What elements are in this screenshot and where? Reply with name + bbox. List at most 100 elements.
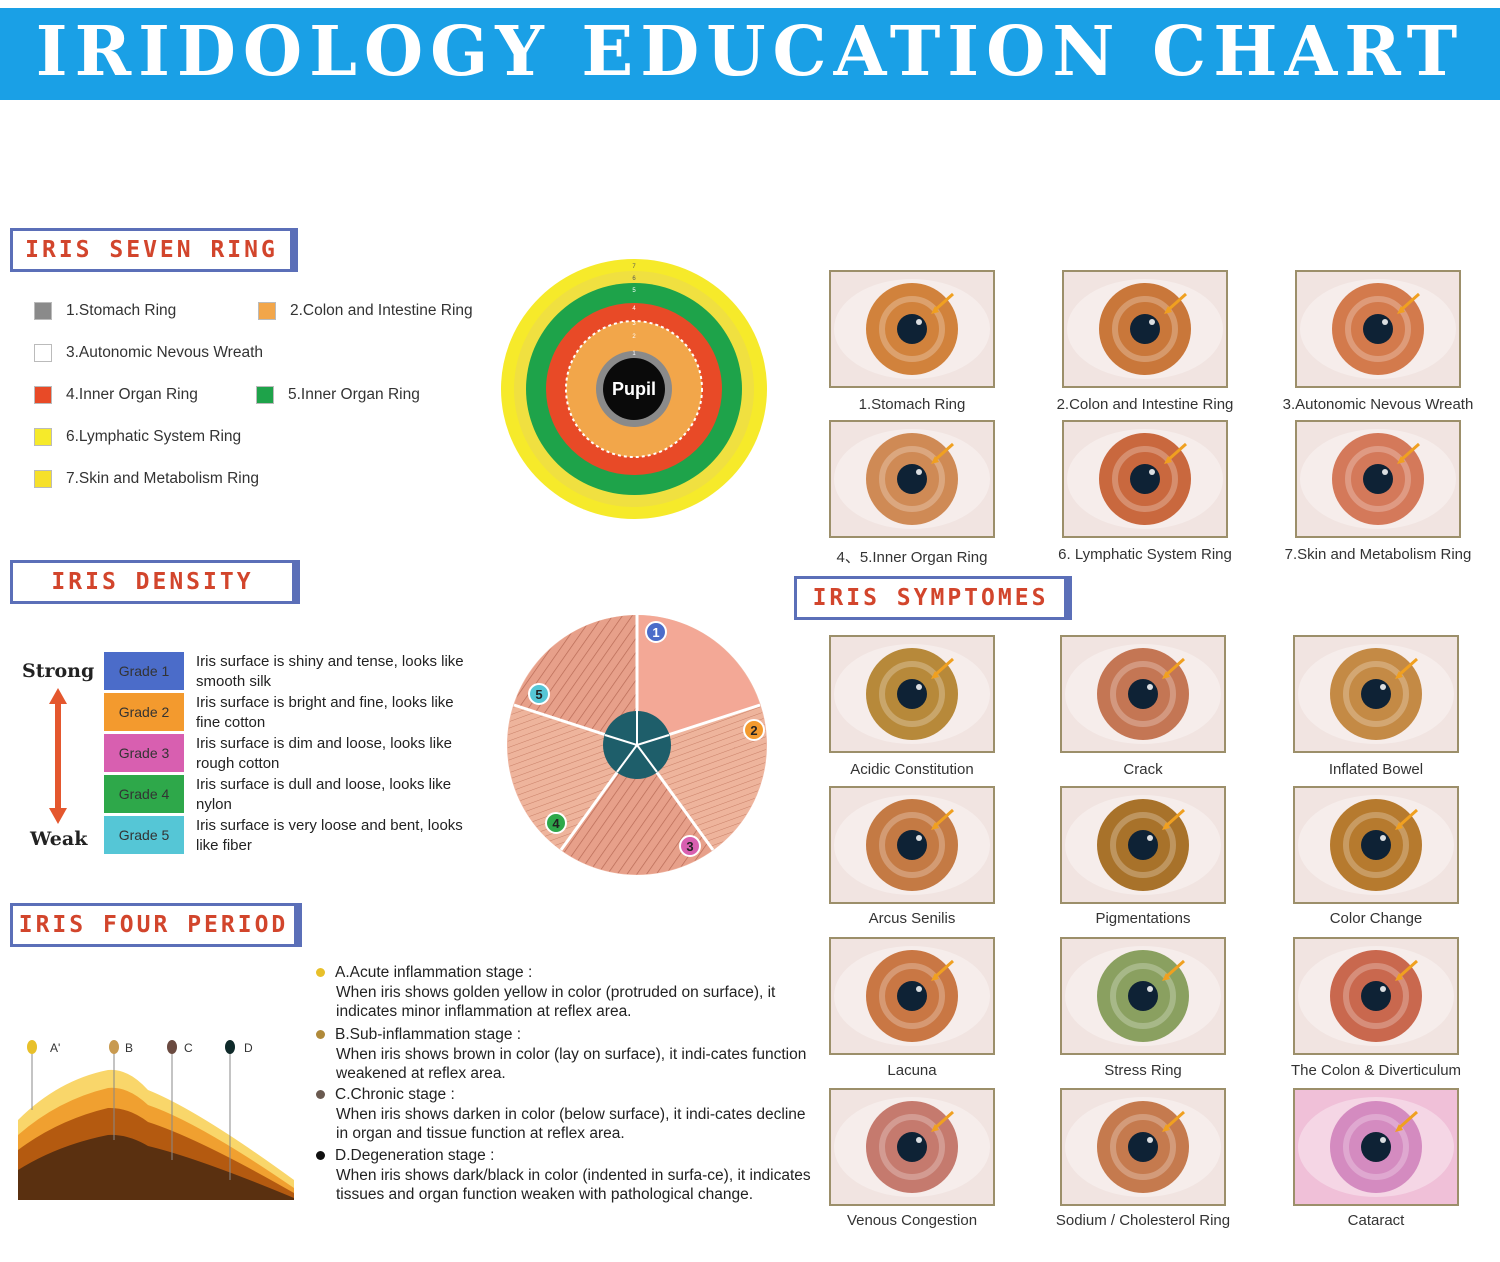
seven-ring-diagram: Pupil 7 6 5 4 3 2 1: [501, 259, 767, 519]
wheel-badge-2: [743, 719, 765, 741]
ring-photo-caption: 3.Autonomic Nevous Wreath: [1282, 396, 1474, 413]
wheel-number-4: 4: [552, 816, 560, 831]
ring-photo-caption: 6. Lymphatic System Ring: [1058, 546, 1232, 563]
legend-swatch: [34, 386, 52, 404]
wheel-sector-5: [514, 615, 637, 745]
period-stage: C.Chronic stage : When iris shows darken …: [316, 1085, 816, 1144]
symptom-caption: Lacuna: [887, 1062, 937, 1079]
ring-photo-caption: 2.Colon and Intestine Ring: [1056, 396, 1234, 413]
stage-description: When iris shows golden yellow in color (…: [336, 983, 776, 1021]
ring-photo: [829, 420, 995, 538]
pupil: [603, 358, 665, 420]
legend-swatch: [34, 344, 52, 362]
four-period-chart: A' B C D: [18, 1040, 294, 1200]
ring-number-4: 4: [632, 306, 636, 312]
symptoms-heading: IRIS SYMPTOMES: [794, 576, 1072, 620]
ring-number-3: 3: [632, 321, 636, 327]
symptom-caption: The Colon & Diverticulum: [1290, 1062, 1462, 1079]
stage-bullet-icon: [316, 1090, 325, 1100]
legend-label: 6.Lymphatic System Ring: [66, 428, 242, 445]
symptom-caption: Cataract: [1347, 1212, 1405, 1229]
grade-badge: Grade 3: [104, 734, 184, 772]
period-layer-d: [18, 1134, 294, 1200]
ring-photo: [1062, 270, 1228, 388]
stage-bullet-icon: [316, 968, 325, 978]
period-dot-d: [225, 1040, 235, 1054]
ring-photo: [1295, 420, 1461, 538]
legend-label: 1.Stomach Ring: [66, 302, 177, 319]
ring-photo-caption: 4、5.Inner Organ Ring: [836, 549, 988, 566]
seven-ring-heading: IRIS SEVEN RING: [10, 228, 298, 272]
title-banner: IRIDOLOGY EDUCATION CHART: [0, 8, 1500, 100]
page-title: IRIDOLOGY EDUCATION CHART: [35, 12, 1465, 92]
symptom-caption: Acidic Constitution: [850, 761, 974, 778]
ring-photo-caption: 7.Skin and Metabolism Ring: [1284, 546, 1472, 563]
legend-item-skin-ring: 7.Skin and Metabolism Ring: [34, 470, 259, 488]
ring-number-2: 2: [632, 334, 636, 340]
wheel-number-2: 2: [750, 723, 757, 738]
ring-photo: [1062, 420, 1228, 538]
legend-item-autonomic-wreath: 3.Autonomic Nevous Wreath: [34, 344, 263, 362]
grade-badge: Grade 5: [104, 816, 184, 854]
symptom-photo: [829, 937, 995, 1055]
symptom-caption: Inflated Bowel: [1328, 761, 1424, 778]
strong-label: Strong: [22, 660, 95, 682]
legend-swatch: [256, 386, 274, 404]
symptom-photo: [829, 635, 995, 753]
density-heading: IRIS DENSITY: [10, 560, 300, 604]
symptoms-heading-text: IRIS SYMPTOMES: [812, 585, 1049, 611]
legend-swatch: [34, 470, 52, 488]
wheel-number-5: 5: [535, 687, 542, 702]
legend-item-stomach-ring: 1.Stomach Ring: [34, 302, 176, 320]
symptom-caption: Color Change: [1329, 910, 1423, 927]
wheel-number-1: 1: [652, 625, 659, 640]
legend-swatch: [34, 428, 52, 446]
stage-title: D.Degeneration stage :: [335, 1147, 495, 1164]
legend-item-lymphatic-ring: 6.Lymphatic System Ring: [34, 428, 241, 446]
grade-badge: Grade 4: [104, 775, 184, 813]
symptom-photo: [1060, 635, 1226, 753]
wheel-number-3: 3: [686, 839, 693, 854]
symptom-photo: [1293, 786, 1459, 904]
period-stage: D.Degeneration stage : When iris shows da…: [316, 1146, 816, 1205]
density-heading-text: IRIS DENSITY: [51, 569, 254, 595]
period-stage: A.Acute inflammation stage : When iris sh…: [316, 963, 816, 1022]
period-label-a: A': [50, 1041, 60, 1055]
legend-label: 5.Inner Organ Ring: [288, 386, 420, 403]
legend-item-inner-organ-ring-5: 5.Inner Organ Ring: [256, 386, 420, 404]
symptom-photo: [829, 786, 995, 904]
wheel-sector-1: [637, 615, 760, 745]
grade-description: Iris surface is very loose and bent, loo…: [196, 817, 463, 854]
stage-bullet-icon: [316, 1030, 325, 1040]
wheel-badge-5: [528, 683, 550, 705]
period-dot-c: [167, 1040, 177, 1054]
symptom-caption: Sodium / Cholesterol Ring: [1055, 1212, 1231, 1229]
stage-description: When iris shows dark/black in color (ind…: [336, 1166, 811, 1204]
period-stage: B.Sub-inflammation stage : When iris show…: [316, 1025, 816, 1084]
symptom-photo: [1293, 937, 1459, 1055]
stage-title: B.Sub-inflammation stage :: [335, 1026, 522, 1043]
stage-title: A.Acute inflammation stage :: [335, 964, 533, 981]
ring-photo: [1295, 270, 1461, 388]
symptom-caption: Stress Ring: [1104, 1062, 1182, 1079]
wheel-badge-3: [679, 835, 701, 857]
symptom-caption: Venous Congestion: [846, 1212, 978, 1229]
symptom-photo: [1293, 1088, 1459, 1206]
legend-item-colon-ring: 2.Colon and Intestine Ring: [258, 302, 473, 320]
wheel-badge-1: [645, 621, 667, 643]
legend-item-inner-organ-ring-4: 4.Inner Organ Ring: [34, 386, 198, 404]
symptom-caption: Crack: [1123, 761, 1163, 778]
four-period-heading: IRIS FOUR PERIOD: [10, 903, 302, 947]
stage-title: C.Chronic stage :: [335, 1086, 455, 1103]
ring-number-1: 1: [632, 351, 636, 357]
grade-description: Iris surface is shiny and tense, looks l…: [196, 653, 464, 690]
period-dot-a: [27, 1040, 37, 1054]
four-period-heading-text: IRIS FOUR PERIOD: [18, 912, 289, 938]
stage-description: When iris shows darken in color (below s…: [336, 1105, 806, 1143]
wheel-badge-4: [545, 812, 567, 834]
ring-number-7: 7: [632, 264, 636, 270]
grade-description: Iris surface is bright and fine, looks l…: [196, 694, 454, 731]
symptom-photo: [1060, 1088, 1226, 1206]
period-dot-b: [109, 1040, 119, 1054]
legend-label: 4.Inner Organ Ring: [66, 386, 198, 403]
